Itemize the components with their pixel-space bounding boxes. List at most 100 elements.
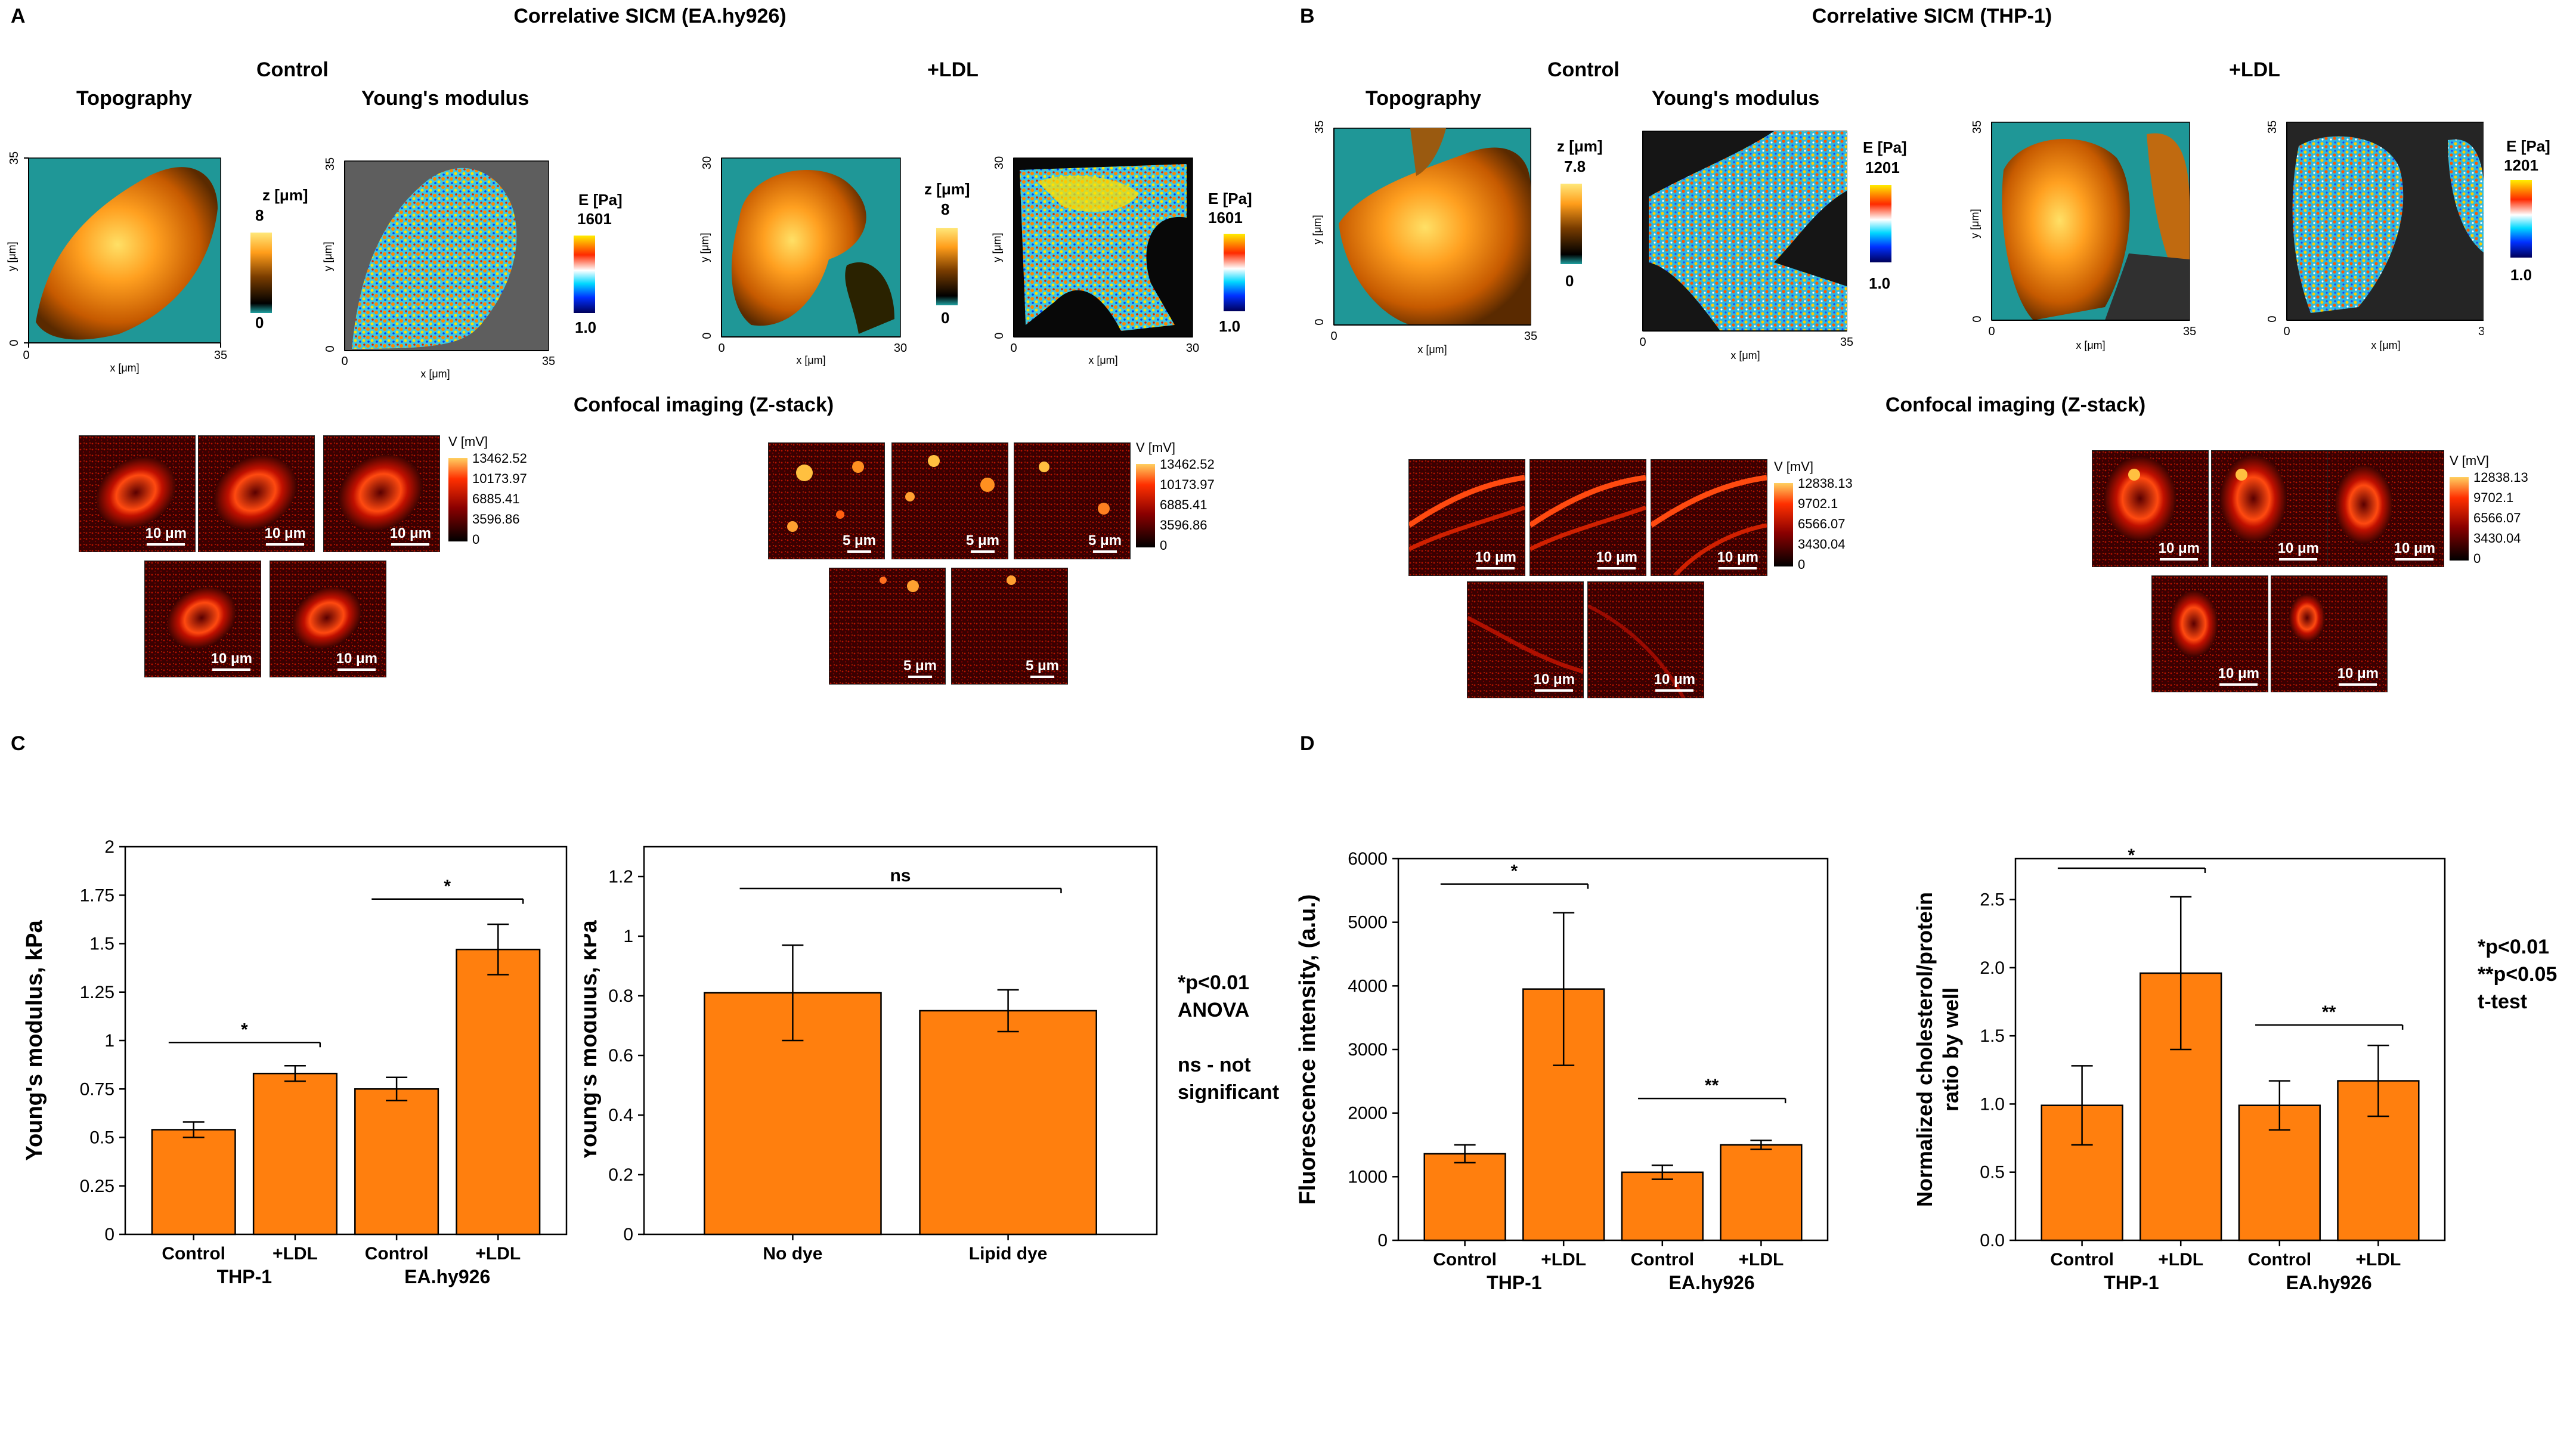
y-tick-label: 3000 xyxy=(1348,1040,1388,1060)
x-tick-label: +LDL xyxy=(2355,1250,2401,1270)
b-confocal-ctrl-3: 10 μm xyxy=(1651,459,1767,576)
y-tick-label: 1 xyxy=(104,1031,114,1051)
y-axis-label: Normalized cholesterol/protein xyxy=(1912,892,1937,1207)
panel-a-ldl-topography: 0 30 x [μm] 30 0 y [μm] xyxy=(680,146,912,373)
panel-a-control-label: Control xyxy=(256,58,329,81)
a-ctrl-topo-x0: 0 xyxy=(23,349,29,362)
b-scalebar-ldl-2: 10 μm xyxy=(2278,540,2319,561)
c-note-4: significant xyxy=(1178,1081,1280,1104)
a-confocal-ldl-colorbar: V [mV] 13462.52 10173.97 6885.41 3596.86… xyxy=(1136,440,1225,559)
group-label: THP-1 xyxy=(1487,1272,1541,1293)
a-ldl-topo-x0: 0 xyxy=(718,342,724,355)
b-scalebar-ldl-5: 10 μm xyxy=(2337,665,2379,686)
b-ldl-mod-xlabel: x [μm] xyxy=(2371,339,2400,351)
a-ctrl-topo-y35: 35 xyxy=(8,151,21,165)
a-ctrl-topo-x35: 35 xyxy=(214,349,227,362)
y-tick-label: 0.75 xyxy=(80,1079,114,1099)
a-ldl-mod-y0: 0 xyxy=(993,332,1006,339)
a-confocal-ctrl-5: 10 μm xyxy=(270,561,386,677)
a-ldl-topo-y0: 0 xyxy=(701,332,714,339)
a-scalebar-4: 10 μm xyxy=(211,651,252,671)
b-v-unit: V [mV] xyxy=(1774,459,1814,474)
chart-c2: 0 0.2 0.4 0.6 0.8 1 1.2 Young's modulus, kPa No … xyxy=(584,846,1158,1264)
y-tick-label: 1000 xyxy=(1348,1167,1388,1187)
panel-a-youngs-label: Young's modulus xyxy=(361,87,530,110)
a-scalebar-ldl-3: 5 μm xyxy=(1088,532,1122,553)
x-tick-label: Control xyxy=(2050,1250,2114,1270)
a-v-tick-4: 0 xyxy=(472,532,480,547)
y-tick-label: 1.25 xyxy=(80,983,114,1002)
a-ctrl-mod-x0: 0 xyxy=(341,355,348,368)
y-tick-label: 0.25 xyxy=(80,1176,114,1196)
b-ctrl-topo-ylabel: y [μm] xyxy=(1311,215,1323,244)
panel-a-title: Correlative SICM (EA.hy926) xyxy=(513,5,787,27)
significance-label: * xyxy=(2128,846,2135,865)
group-label: EA.hy926 xyxy=(1669,1272,1755,1293)
y-tick-label: 4000 xyxy=(1348,976,1388,996)
b-v-tick-1: 9702.1 xyxy=(1798,496,1838,511)
panel-c-notes: *p<0.01 ANOVA ns - not significant xyxy=(1178,969,1279,1106)
b-v-tick-4: 0 xyxy=(1798,557,1806,572)
chart-d1: 0 1000 2000 3000 4000 5000 6000 Fluorescence in… xyxy=(1295,849,1829,1293)
b-confocal-ldl-3: 10 μm xyxy=(2327,450,2444,567)
y-tick-label: 0 xyxy=(104,1225,114,1244)
y-tick-label: 2000 xyxy=(1348,1104,1388,1123)
y-tick-label: 1.2 xyxy=(608,867,633,887)
panel-a-ldl-e-colorbar: E [Pa] 1601 1.0 xyxy=(1205,190,1276,340)
a-scalebar-ldl-2: 5 μm xyxy=(966,532,999,553)
a-ldl-topo-xlabel: x [μm] xyxy=(796,354,825,366)
c-note-0: *p<0.01 xyxy=(1178,971,1250,994)
a-v-tick-0: 13462.52 xyxy=(472,451,527,466)
b-ctrl-mod-x35: 35 xyxy=(1840,336,1853,349)
b-scalebar-4: 10 μm xyxy=(1534,671,1575,692)
y-tick-label: 1.0 xyxy=(1980,1094,2005,1114)
b-z-unit: z [μm] xyxy=(1557,137,1603,155)
b-confocal-ctrl-1: 10 μm xyxy=(1408,459,1525,576)
a-ldl-mod-y30: 30 xyxy=(993,156,1006,169)
a-ldl-mod-xlabel: x [μm] xyxy=(1088,354,1117,366)
a-ctrl-mod-y35: 35 xyxy=(324,157,337,171)
x-tick-label: Control xyxy=(162,1244,225,1264)
a-scalebar-5: 10 μm xyxy=(336,651,377,671)
b-confocal-ctrl-5: 10 μm xyxy=(1587,581,1704,698)
b-ldl-v-tick-1: 9702.1 xyxy=(2473,490,2514,505)
b-v-tick-3: 3430.04 xyxy=(1798,537,1846,552)
a-ldl-topo-y30: 30 xyxy=(701,156,714,169)
panel-letter-d: D xyxy=(1300,732,1315,755)
a-z-min: 0 xyxy=(255,314,264,332)
b-ctrl-topo-y35: 35 xyxy=(1313,120,1326,134)
panel-b-control-label: Control xyxy=(1547,58,1620,81)
b-confocal-ldl-5: 10 μm xyxy=(2271,575,2388,692)
b-scalebar-5: 10 μm xyxy=(1654,671,1695,692)
b-scalebar-ldl-3: 10 μm xyxy=(2394,540,2435,561)
bar xyxy=(1423,1153,1506,1241)
panel-letter-c: C xyxy=(11,732,26,755)
panel-b-control-modulus-map: 0 35 x [μm] xyxy=(1619,119,1857,370)
b-ldl-topo-xlabel: x [μm] xyxy=(2076,339,2105,351)
a-z-max: 8 xyxy=(255,206,264,224)
x-tick-label: Control xyxy=(2247,1250,2311,1270)
chart-d2: 0.0 0.5 1.0 1.5 2.0 2.5 Normalized cholesterol… xyxy=(1912,846,2446,1293)
b-ldl-topo-y35: 35 xyxy=(1971,120,1984,134)
y-tick-label: 0.2 xyxy=(608,1165,633,1185)
significance-label: ** xyxy=(2322,1002,2336,1022)
panel-d-notes: *p<0.01 **p<0.05 t-test xyxy=(2478,933,2557,1015)
d-note-1: **p<0.05 xyxy=(2478,963,2558,986)
panel-a-ldl-z-colorbar: z [μm] 8 0 xyxy=(912,179,984,334)
panel-a-control-z-colorbar: z [μm] 8 0 xyxy=(239,185,310,340)
panel-b-title: Correlative SICM (THP-1) xyxy=(1812,5,2052,27)
a-ldl-v-unit: V [mV] xyxy=(1136,440,1176,455)
b-ctrl-topo-x0: 0 xyxy=(1330,330,1337,343)
bar xyxy=(252,1073,338,1236)
a-ldl-mod-ylabel: y [μm] xyxy=(991,233,1003,262)
significance-label: * xyxy=(444,877,451,896)
a-ctrl-mod-y0: 0 xyxy=(324,345,337,352)
panel-b-ldl-label: +LDL xyxy=(2229,58,2280,81)
y-tick-label: 0 xyxy=(623,1225,633,1244)
y-tick-label: 2.0 xyxy=(1980,958,2005,978)
a-v-tick-1: 10173.97 xyxy=(472,471,527,486)
b-ctrl-topo-xlabel: x [μm] xyxy=(1417,343,1447,355)
a-ldl-v-tick-2: 6885.41 xyxy=(1160,497,1208,512)
x-tick-label: Lipid dye xyxy=(969,1244,1048,1264)
b-confocal-ctrl-colorbar: V [mV] 12838.13 9702.1 6566.07 3430.04 0 xyxy=(1774,459,1863,578)
